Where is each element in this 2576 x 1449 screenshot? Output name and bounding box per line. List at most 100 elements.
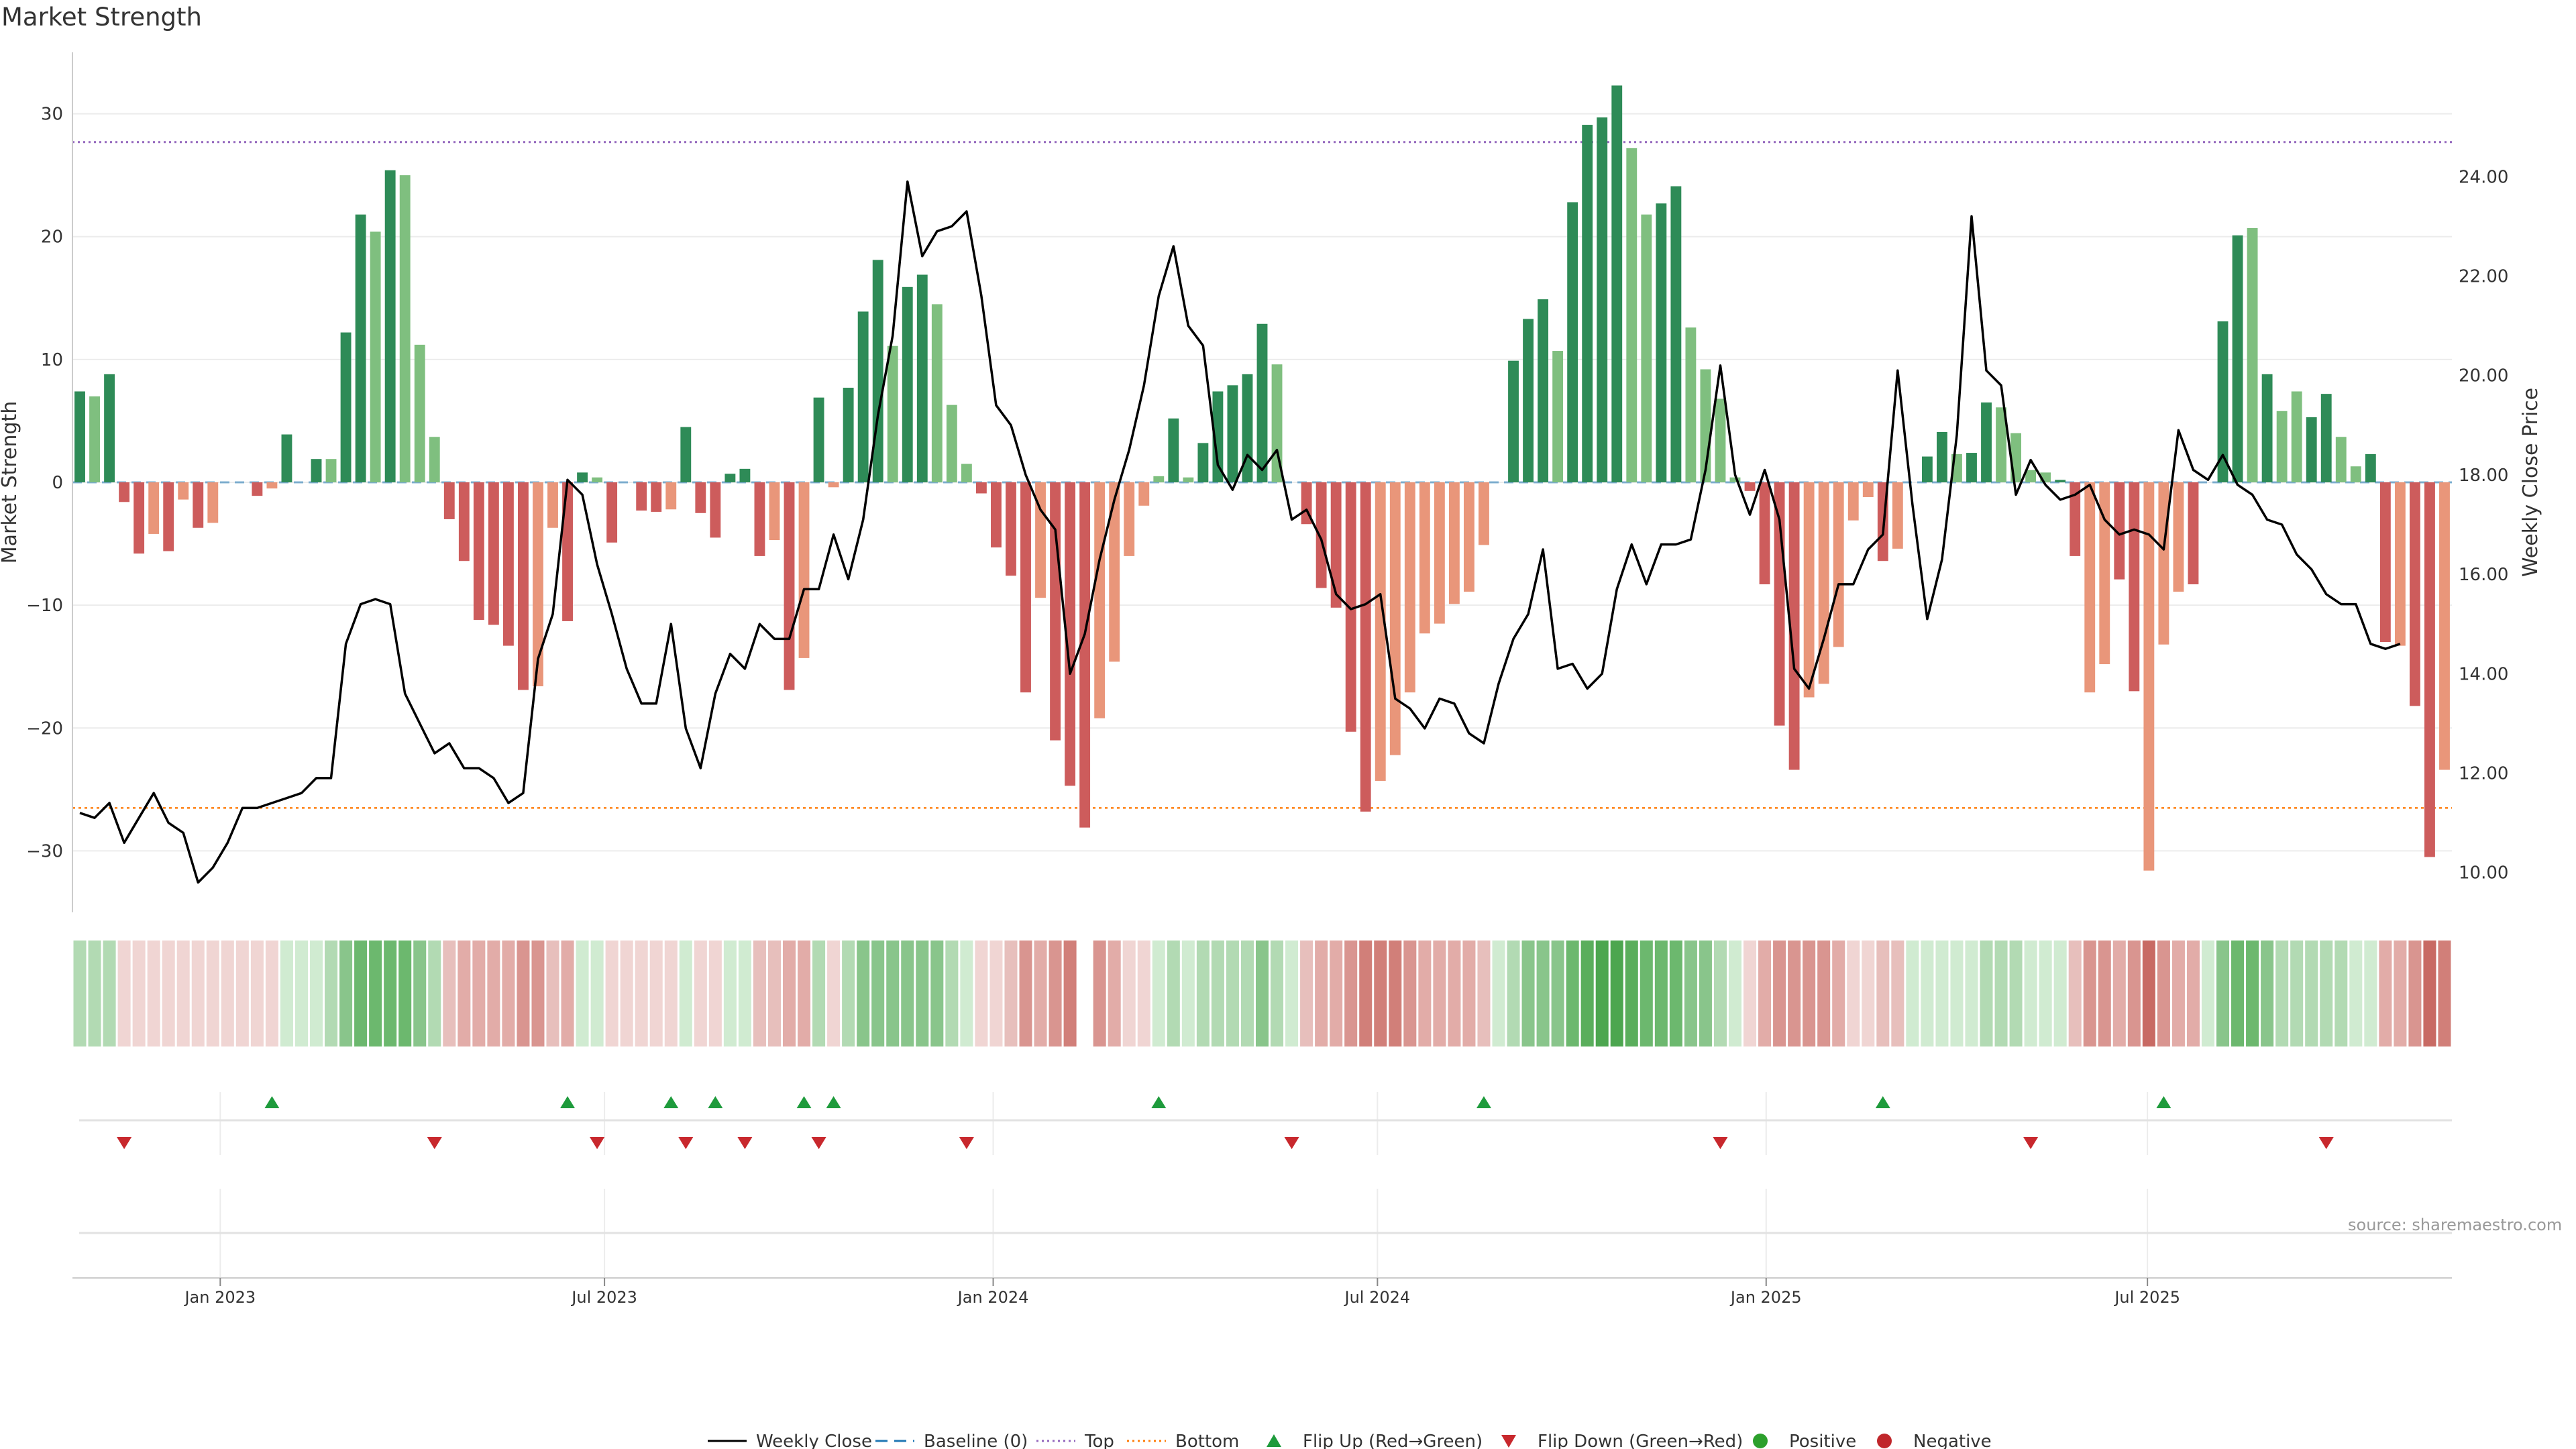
ribbon-cell: [1330, 941, 1343, 1046]
ribbon-cell: [2275, 941, 2289, 1046]
strength-bar: [887, 345, 898, 482]
x-tick-label: Jul 2024: [1344, 1288, 1411, 1307]
weekly-close-line: [79, 180, 2401, 884]
ribbon-cell: [1492, 941, 1505, 1046]
strength-bar: [2084, 482, 2096, 693]
ribbon-cell: [1713, 941, 1727, 1046]
y-tick-label: 10: [41, 350, 63, 370]
flip-up-marker: [826, 1096, 841, 1108]
strength-bar: [1330, 482, 1342, 608]
legend-label: Bottom: [1175, 1432, 1239, 1449]
ribbon-cell: [1240, 941, 1254, 1046]
ribbon-cell: [1817, 941, 1831, 1046]
chart-title: Market Strength: [1, 3, 202, 32]
ribbon-cell: [117, 941, 131, 1046]
ribbon-cell: [2053, 941, 2067, 1046]
ribbon-cell: [1743, 941, 1757, 1046]
strength-bar: [2070, 482, 2081, 556]
ribbon-cell: [576, 941, 589, 1046]
strength-bar: [813, 397, 824, 482]
ribbon-cell: [857, 941, 870, 1046]
ribbon-cell: [1137, 941, 1150, 1046]
legend-item: Positive: [1753, 1432, 1856, 1449]
ribbon-cell: [2364, 941, 2377, 1046]
ribbon-cell: [842, 941, 855, 1046]
ribbon-cell: [2009, 941, 2023, 1046]
strength-bar: [1006, 482, 1016, 576]
ribbon-cell: [1063, 941, 1077, 1046]
strength-bar: [1744, 482, 1756, 491]
ribbon-cell: [1728, 941, 1742, 1046]
ribbon-cell: [280, 941, 293, 1046]
strength-bar: [739, 468, 751, 482]
strength-bar: [916, 274, 928, 482]
ribbon-cell: [694, 941, 707, 1046]
ribbon-cell: [605, 941, 619, 1046]
ribbon-cell: [162, 941, 175, 1046]
strength-bar: [1153, 476, 1165, 482]
strength-bar: [2379, 482, 2391, 643]
strength-bar: [1079, 482, 1091, 828]
flip-up-marker: [560, 1096, 576, 1108]
strength-bar: [1434, 482, 1445, 624]
strength-bar: [547, 482, 558, 528]
flip-up-marker: [264, 1096, 280, 1108]
strength-bar: [1936, 431, 1947, 482]
ribbon-cell: [2379, 941, 2392, 1046]
ribbon-cell: [2068, 941, 2082, 1046]
ribbon-cell: [1654, 941, 1668, 1046]
ribbon-cell: [561, 941, 574, 1046]
source-credit: source: sharemaestro.com: [2348, 1216, 2563, 1234]
strength-bar: [1124, 482, 1135, 556]
strength-bar: [2261, 374, 2273, 482]
strength-bar: [473, 482, 484, 621]
strength-bar: [1183, 477, 1194, 482]
ribbon-cell: [1462, 941, 1476, 1046]
strength-bar: [1138, 482, 1150, 506]
ribbon-cell: [1950, 941, 1964, 1046]
ribbon-cell: [1625, 941, 1638, 1046]
strength-bar: [991, 482, 1002, 548]
ribbon-cell: [443, 941, 456, 1046]
strength-bar: [2394, 482, 2406, 646]
ribbon-cell: [1374, 941, 1387, 1046]
strength-bar: [2291, 391, 2302, 482]
strength-bar: [1538, 299, 1549, 482]
ribbon-cell: [1167, 941, 1180, 1046]
strength-bar: [1404, 482, 1415, 693]
y2-tick-label: 22.00: [2459, 266, 2508, 286]
ribbon-cell: [1994, 941, 2008, 1046]
strength-bar: [1981, 402, 1992, 482]
ribbon-cell: [975, 941, 988, 1046]
legend-label: Weekly Close: [756, 1432, 872, 1449]
strength-bar: [1448, 482, 1460, 604]
ribbon-cell: [798, 941, 811, 1046]
ribbon-cell: [1640, 941, 1653, 1046]
ribbon-cell: [812, 941, 826, 1046]
ribbon-cell: [531, 941, 545, 1046]
strength-bar: [2129, 482, 2140, 692]
strength-bar: [533, 482, 543, 687]
strength-bar: [1626, 148, 1638, 482]
axes: 30 20 10 0 −10 −20 −30 24.00 22.00 20.00 18.00 16.0…: [0, 52, 2542, 1307]
ribbon-cell: [1803, 941, 1816, 1046]
legend-label: Flip Up (Red→Green): [1303, 1432, 1483, 1449]
ribbon-cell: [916, 941, 929, 1046]
y2-tick-label: 14.00: [2459, 664, 2508, 684]
ribbon-cell: [103, 941, 116, 1046]
ribbon-cell: [2320, 941, 2333, 1046]
ribbon-cell: [1551, 941, 1564, 1046]
ribbon-cell: [206, 941, 219, 1046]
strength-bar: [1419, 482, 1430, 634]
ribbon-cell: [235, 941, 249, 1046]
ribbon-cell: [1300, 941, 1313, 1046]
y2-tick-label: 24.00: [2459, 167, 2508, 187]
grid: [72, 113, 2452, 1278]
ribbon-cell: [723, 941, 737, 1046]
strength-bar: [946, 405, 957, 482]
strength-bar: [769, 482, 780, 541]
ribbon-cell: [2171, 941, 2185, 1046]
strength-bar: [104, 374, 115, 482]
flip-down-marker: [590, 1137, 605, 1149]
strength-bar: [355, 214, 366, 482]
